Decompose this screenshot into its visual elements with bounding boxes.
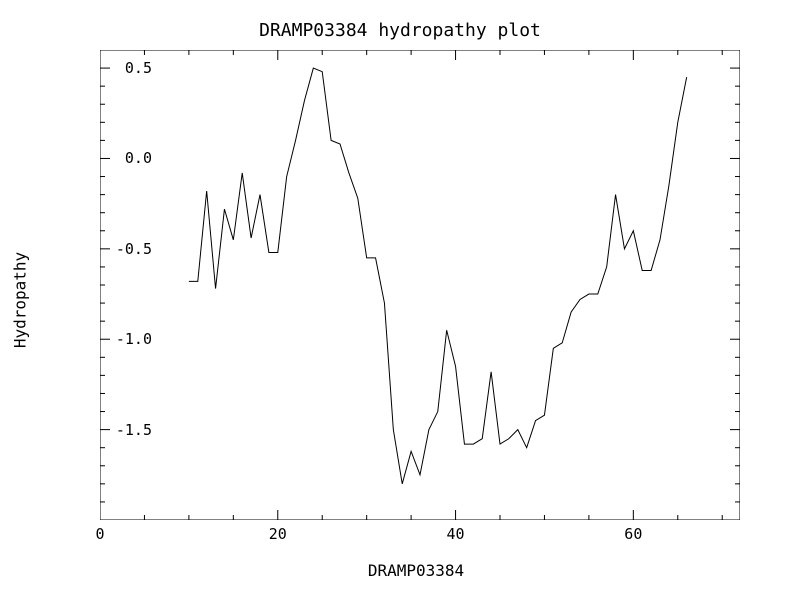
y-tick-label: 0.5 <box>125 59 152 77</box>
y-tick-label: -1.5 <box>116 421 152 439</box>
x-tick-label: 20 <box>269 525 287 543</box>
y-axis-label: Hydropathy <box>11 252 30 348</box>
x-tick-label: 40 <box>447 525 465 543</box>
x-axis-label: DRAMP03384 <box>368 561 464 580</box>
y-ticks <box>100 68 740 430</box>
x-tick-label: 0 <box>95 525 104 543</box>
x-ticks <box>100 50 633 520</box>
y-tick-label: -1.0 <box>116 330 152 348</box>
y-tick-label: -0.5 <box>116 240 152 258</box>
hydropathy-line <box>189 68 687 484</box>
y-ticks-minor <box>100 50 740 520</box>
y-tick-label: 0.0 <box>125 149 152 167</box>
plot-border <box>100 50 740 520</box>
chart-container: DRAMP03384 hydropathy plot Hydropathy DR… <box>0 0 800 600</box>
chart-title: DRAMP03384 hydropathy plot <box>259 20 541 41</box>
plot-svg <box>100 50 740 520</box>
x-ticks-minor <box>144 50 722 520</box>
x-tick-label: 60 <box>624 525 642 543</box>
